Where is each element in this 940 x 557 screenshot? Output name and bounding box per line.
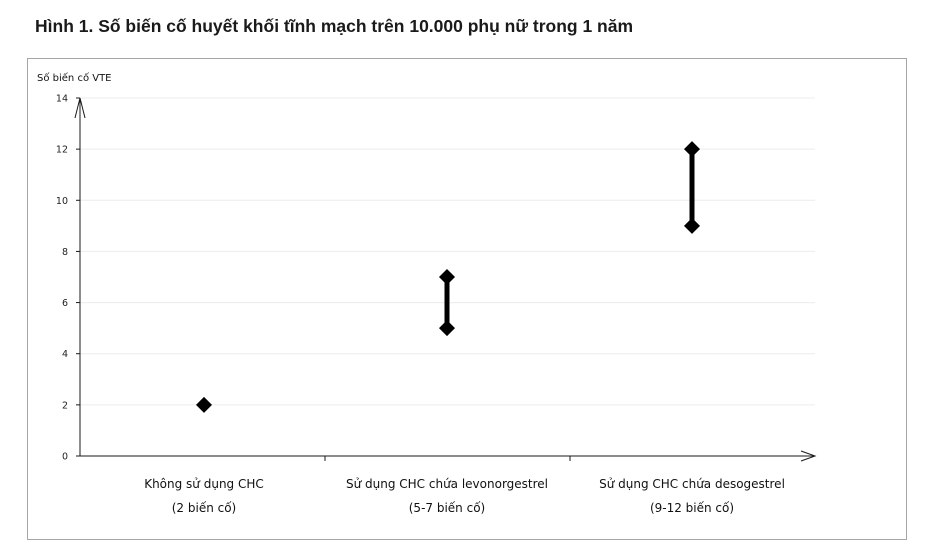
gridlines <box>80 97 815 406</box>
range-low-marker <box>439 320 455 337</box>
point-marker <box>196 396 212 413</box>
range-high-marker <box>439 269 455 285</box>
axes <box>74 97 817 462</box>
y-tick-label: 0 <box>62 452 68 463</box>
x-axis-arrow <box>800 450 817 462</box>
y-tick-label: 10 <box>56 196 68 207</box>
chart-frame <box>27 58 907 540</box>
y-tick-label: 6 <box>62 298 68 309</box>
range-high-marker <box>684 141 700 158</box>
y-tick-label: 8 <box>62 247 68 258</box>
x-category-label: Sử dụng CHC chứa levonorgestrel <box>346 477 548 491</box>
x-category-sublabel: (2 biến cố) <box>172 501 237 515</box>
y-tick-label: 2 <box>62 400 68 411</box>
x-category-sublabel: (5-7 biến cố) <box>409 501 485 515</box>
y-tick-labels: 0 2 4 6 8 10 12 14 <box>56 94 68 463</box>
figure-title: Hình 1. Số biến cố huyết khối tĩnh mạch … <box>35 16 634 36</box>
y-tick-label: 14 <box>56 94 68 105</box>
y-tick-label: 4 <box>62 349 68 360</box>
x-category-label: Sử dụng CHC chứa desogestrel <box>599 477 785 491</box>
y-axis-title: Số biến cố VTE <box>37 72 112 84</box>
y-tick-label: 12 <box>56 145 68 156</box>
x-category-labels: Không sử dụng CHC (2 biến cố) Sử dụng CHC … <box>144 477 785 515</box>
x-category-label: Không sử dụng CHC <box>144 477 264 491</box>
range-low-marker <box>684 217 700 234</box>
x-category-sublabel: (9-12 biến cố) <box>650 501 734 515</box>
data-marks <box>196 141 700 413</box>
